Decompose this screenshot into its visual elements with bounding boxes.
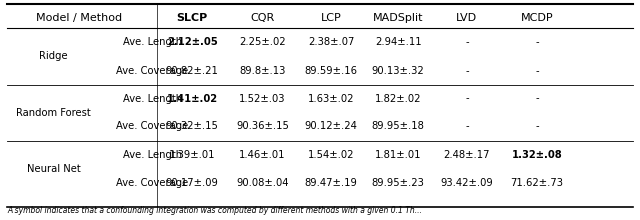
Text: -: - xyxy=(535,94,539,104)
Text: 89.8±.13: 89.8±.13 xyxy=(239,66,285,76)
Text: SLCP: SLCP xyxy=(177,13,208,23)
Text: Ave. Coverage: Ave. Coverage xyxy=(116,66,189,76)
Text: 1.39±.01: 1.39±.01 xyxy=(169,150,216,160)
Text: 90.36±.15: 90.36±.15 xyxy=(236,121,289,131)
Text: 90.13±.32: 90.13±.32 xyxy=(372,66,424,76)
Text: 2.94±.11: 2.94±.11 xyxy=(375,37,422,47)
Text: 1.81±.01: 1.81±.01 xyxy=(375,150,422,160)
Text: Neural Net: Neural Net xyxy=(26,164,80,174)
Text: 1.63±.02: 1.63±.02 xyxy=(308,94,355,104)
Text: 89.95±.23: 89.95±.23 xyxy=(372,178,425,188)
Text: A symbol indicates that a confounding integration was computed by different meth: A symbol indicates that a confounding in… xyxy=(7,206,422,215)
Text: -: - xyxy=(535,37,539,47)
Text: LCP: LCP xyxy=(321,13,342,23)
Text: Ave. Length: Ave. Length xyxy=(123,37,182,47)
Text: Model / Method: Model / Method xyxy=(36,13,122,23)
Text: 90.82±.21: 90.82±.21 xyxy=(166,66,219,76)
Text: 2.48±.17: 2.48±.17 xyxy=(444,150,490,160)
Text: 2.25±.02: 2.25±.02 xyxy=(239,37,286,47)
Text: Ridge: Ridge xyxy=(39,51,68,61)
Text: -: - xyxy=(465,37,468,47)
Text: MADSplit: MADSplit xyxy=(373,13,424,23)
Text: 89.95±.18: 89.95±.18 xyxy=(372,121,425,131)
Text: 1.54±.02: 1.54±.02 xyxy=(308,150,355,160)
Text: 1.52±.03: 1.52±.03 xyxy=(239,94,286,104)
Text: MCDP: MCDP xyxy=(521,13,554,23)
Text: -: - xyxy=(465,66,468,76)
Text: 89.59±.16: 89.59±.16 xyxy=(305,66,358,76)
Text: 1.32±.08: 1.32±.08 xyxy=(512,150,563,160)
Text: 93.42±.09: 93.42±.09 xyxy=(440,178,493,188)
Text: Ave. Length: Ave. Length xyxy=(123,94,182,104)
Text: Ave. Length: Ave. Length xyxy=(123,150,182,160)
Text: 1.82±.02: 1.82±.02 xyxy=(375,94,422,104)
Text: 89.47±.19: 89.47±.19 xyxy=(305,178,358,188)
Text: 1.46±.01: 1.46±.01 xyxy=(239,150,286,160)
Text: -: - xyxy=(465,94,468,104)
Text: -: - xyxy=(535,121,539,131)
Text: 90.17±.09: 90.17±.09 xyxy=(166,178,219,188)
Text: 90.08±.04: 90.08±.04 xyxy=(236,178,289,188)
Text: -: - xyxy=(465,121,468,131)
Text: 2.38±.07: 2.38±.07 xyxy=(308,37,355,47)
Text: 2.12±.05: 2.12±.05 xyxy=(167,37,218,47)
Text: Ave. Coverage: Ave. Coverage xyxy=(116,178,189,188)
Text: 71.62±.73: 71.62±.73 xyxy=(511,178,564,188)
Text: LVD: LVD xyxy=(456,13,477,23)
Text: CQR: CQR xyxy=(250,13,275,23)
Text: Random Forest: Random Forest xyxy=(16,108,91,118)
Text: -: - xyxy=(535,66,539,76)
Text: 90.12±.24: 90.12±.24 xyxy=(305,121,358,131)
Text: Ave. Coverage: Ave. Coverage xyxy=(116,121,189,131)
Text: 90.32±.15: 90.32±.15 xyxy=(166,121,219,131)
Text: 1.41±.02: 1.41±.02 xyxy=(166,94,218,104)
